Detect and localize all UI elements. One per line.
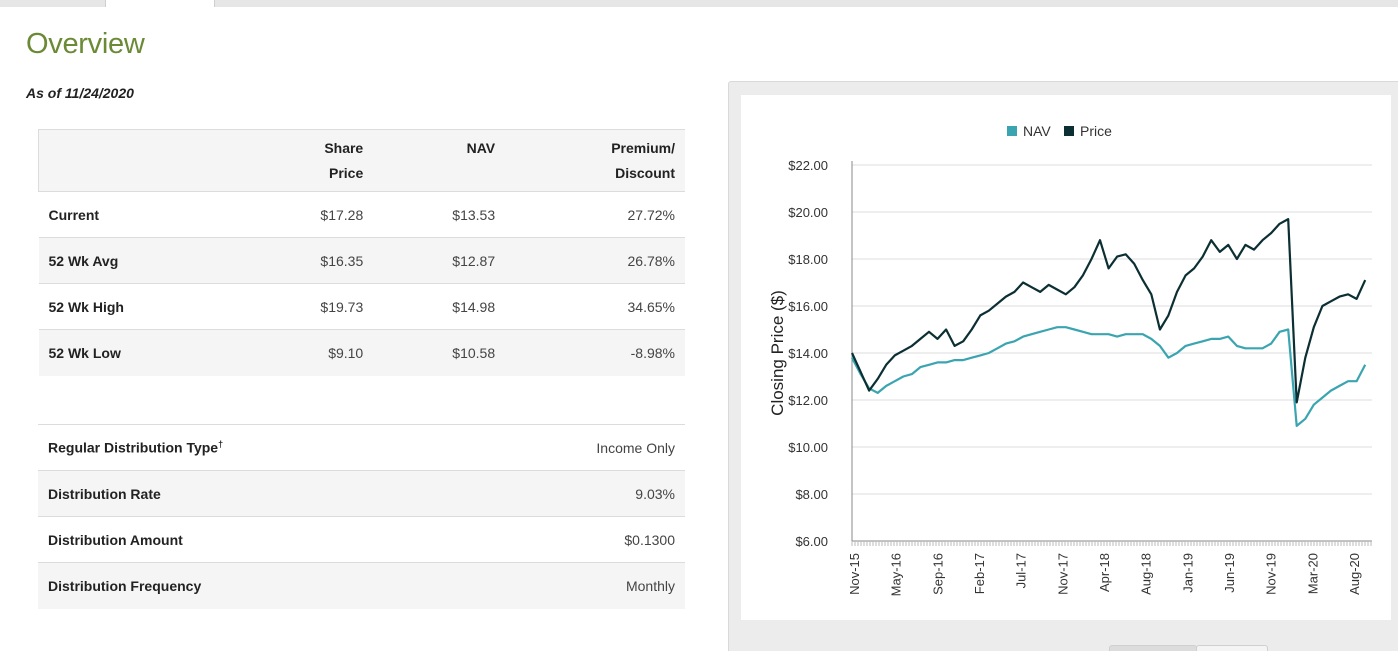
x-tick-label: Mar-20 (1305, 553, 1320, 594)
y-tick-label: $14.00 (788, 346, 828, 361)
distribution-frequency-label: Distribution Frequency (38, 562, 476, 609)
legend-swatch-price (1064, 126, 1074, 136)
x-tick-label: Jan-19 (1180, 553, 1195, 593)
header-share-price-line1: Share (324, 139, 364, 156)
pricing-table-header: Share Price NAV Premium/ Discount (38, 129, 685, 192)
chart-area: $6.00 $8.00 $10.00 $12.00 $14.00 $16.00 $18.00… (741, 95, 1391, 620)
nav-cell: $12.87 (363, 237, 496, 284)
y-tick-label: $20.00 (788, 205, 828, 220)
share-price-cell: $17.28 (270, 191, 364, 238)
chart-range-button-1[interactable] (1109, 645, 1197, 651)
legend-label-price: Price (1080, 123, 1112, 139)
header-premium-line2: Discount (615, 164, 675, 181)
share-price-cell: $9.10 (270, 329, 364, 376)
table-row: 52 Wk Avg $16.35 $12.87 26.78% (38, 237, 685, 284)
tab-bar (0, 0, 1398, 7)
table-row: Distribution Rate 9.03% (38, 470, 685, 517)
distribution-type-text: Regular Distribution Type (48, 439, 219, 456)
y-tick-label: $8.00 (795, 487, 828, 502)
row-label: 52 Wk Avg (38, 237, 271, 284)
distribution-table: Regular Distribution Type† Income Only D… (38, 424, 685, 609)
row-label: 52 Wk High (38, 283, 271, 330)
x-tick-label: Jul-17 (1014, 553, 1029, 588)
x-tick-label: Nov-17 (1055, 553, 1070, 595)
series-line-price (850, 218, 1367, 404)
header-share-price-line2: Price (328, 164, 364, 181)
header-blank (38, 129, 271, 192)
distribution-type-value: Income Only (475, 424, 685, 471)
x-tick-label: Apr-18 (1097, 553, 1112, 592)
premium-cell: 26.78% (495, 237, 685, 284)
share-price-cell: $19.73 (270, 283, 364, 330)
chart-range-button-2[interactable] (1196, 645, 1268, 651)
distribution-type-label: Regular Distribution Type† (38, 424, 476, 471)
tab-active[interactable] (105, 0, 215, 7)
table-row: Distribution Frequency Monthly (38, 562, 685, 609)
distribution-rate-value: 9.03% (475, 470, 685, 517)
nav-cell: $13.53 (363, 191, 496, 238)
nav-cell: $14.98 (363, 283, 496, 330)
header-premium-discount: Premium/ Discount (495, 129, 685, 192)
header-premium-line1: Premium/ (611, 139, 675, 156)
price-nav-chart: $6.00 $8.00 $10.00 $12.00 $14.00 $16.00 $18.00… (768, 123, 1372, 596)
y-axis-label: Closing Price ($) (768, 290, 787, 416)
x-tick-label: Nov-19 (1264, 553, 1279, 595)
tab-previous[interactable] (0, 0, 26, 7)
distribution-frequency-value: Monthly (475, 562, 685, 609)
page-title: Overview (26, 28, 145, 60)
share-price-cell: $16.35 (270, 237, 364, 284)
y-tick-label: $22.00 (788, 158, 828, 173)
x-tick-label: Aug-20 (1347, 553, 1362, 595)
y-tick-label: $18.00 (788, 252, 828, 267)
header-share-price: Share Price (270, 129, 364, 192)
x-tick-label: Aug-18 (1139, 553, 1154, 595)
row-label: 52 Wk Low (38, 329, 271, 376)
distribution-amount-value: $0.1300 (475, 516, 685, 563)
distribution-rate-label: Distribution Rate (38, 470, 476, 517)
row-label: Current (38, 191, 271, 238)
legend-label-nav: NAV (1023, 123, 1051, 139)
y-tick-label: $6.00 (795, 534, 828, 549)
nav-cell: $10.58 (363, 329, 496, 376)
header-nav: NAV (363, 129, 496, 192)
as-of-date: As of 11/24/2020 (26, 85, 134, 101)
table-row: Regular Distribution Type† Income Only (38, 424, 685, 471)
header-nav-label: NAV (466, 140, 496, 156)
y-tick-label: $12.00 (788, 393, 828, 408)
chart-panel: $6.00 $8.00 $10.00 $12.00 $14.00 $16.00 $18.00… (728, 81, 1398, 651)
table-row: 52 Wk Low $9.10 $10.58 -8.98% (38, 329, 685, 376)
y-tick-label: $16.00 (788, 299, 828, 314)
x-tick-label: May-16 (889, 553, 904, 596)
x-tick-label: Feb-17 (972, 553, 987, 594)
pricing-table: Share Price NAV Premium/ Discount Curren… (38, 129, 685, 376)
y-tick-label: $10.00 (788, 440, 828, 455)
legend-swatch-nav (1007, 126, 1017, 136)
premium-cell: 27.72% (495, 191, 685, 238)
table-row: Distribution Amount $0.1300 (38, 516, 685, 563)
premium-cell: -8.98% (495, 329, 685, 376)
series-line-nav (851, 326, 1367, 427)
x-tick-label: Jun-19 (1222, 553, 1237, 593)
x-tick-label: Sep-16 (930, 553, 945, 595)
table-row: 52 Wk High $19.73 $14.98 34.65% (38, 283, 685, 330)
premium-cell: 34.65% (495, 283, 685, 330)
distribution-amount-label: Distribution Amount (38, 516, 476, 563)
dagger-footnote-marker: † (218, 439, 224, 450)
table-row: Current $17.28 $13.53 27.72% (38, 191, 685, 238)
x-tick-label: Nov-15 (847, 553, 862, 595)
